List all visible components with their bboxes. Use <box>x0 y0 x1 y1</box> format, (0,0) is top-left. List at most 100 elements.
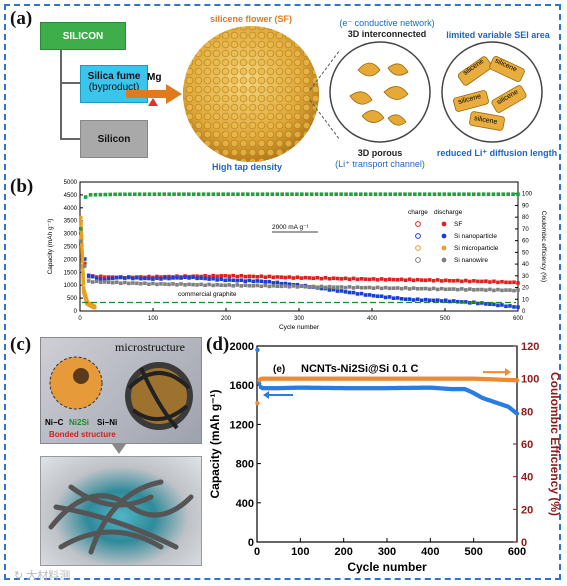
x-tick-label: 300 <box>378 546 396 558</box>
data-point <box>467 192 471 196</box>
data-point <box>142 192 147 197</box>
data-point <box>250 192 255 196</box>
data-point <box>492 302 496 307</box>
data-point <box>107 280 111 285</box>
data-point <box>472 279 476 283</box>
data-point <box>81 279 86 284</box>
data-point <box>387 286 392 291</box>
data-point <box>247 283 252 288</box>
series-si-nanowire <box>78 239 520 293</box>
data-point <box>94 279 99 284</box>
data-point <box>279 281 284 286</box>
data-point <box>206 192 211 196</box>
data-point <box>371 277 376 281</box>
legend-open-marker <box>415 257 421 263</box>
data-point <box>295 275 300 280</box>
data-point <box>347 290 352 295</box>
data-point <box>448 287 452 291</box>
data-point <box>403 278 408 282</box>
data-point <box>226 192 230 196</box>
data-point <box>343 285 348 290</box>
data-point <box>159 275 163 279</box>
x-axis-label: Cycle number <box>279 324 320 331</box>
data-point <box>435 298 440 302</box>
x-tick-label: 500 <box>440 316 451 322</box>
data-point <box>504 280 508 285</box>
inner-panel-label: (e) <box>273 364 285 375</box>
x-tick-label: 400 <box>421 546 439 558</box>
data-point <box>435 278 440 282</box>
data-point <box>111 276 115 281</box>
data-point <box>442 192 447 196</box>
data-point <box>514 378 520 383</box>
data-point <box>496 280 500 285</box>
data-point <box>351 276 356 281</box>
data-point <box>349 192 353 196</box>
data-point <box>223 278 227 283</box>
legend-header-charge: charge <box>408 209 428 216</box>
y-tick-label-right: 10 <box>522 297 529 303</box>
data-point <box>86 279 91 283</box>
x-tick-label: 200 <box>334 546 352 558</box>
data-point <box>82 261 87 266</box>
data-point <box>80 266 85 270</box>
data-point <box>283 284 288 288</box>
cycling-chart-d: 0 100 200 300 400 500 600040080012001600200002… <box>208 341 560 574</box>
data-point <box>259 279 264 284</box>
silicon-box: Silicon <box>80 120 148 158</box>
y-tick-label-left: 2000 <box>230 341 254 353</box>
data-point <box>399 277 404 282</box>
data-point <box>90 274 95 279</box>
y-tick-label-left: 1200 <box>230 419 254 431</box>
data-point <box>263 283 268 288</box>
data-point <box>291 284 296 288</box>
silicon-industry-label: SILICON INDUSTRY <box>58 31 109 70</box>
capacity-arrowhead-icon <box>263 391 269 399</box>
data-point <box>355 277 360 282</box>
data-point <box>81 286 86 290</box>
data-point <box>486 192 491 196</box>
data-point <box>231 192 235 196</box>
data-point <box>243 274 248 279</box>
data-point <box>128 192 132 197</box>
data-point <box>251 274 256 279</box>
data-point <box>367 285 372 290</box>
data-point <box>484 302 488 306</box>
data-point <box>201 192 206 196</box>
data-point <box>407 277 412 282</box>
data-point <box>81 272 85 277</box>
data-point <box>139 276 143 281</box>
figure-frame <box>4 4 561 580</box>
y-tick-label-left: 800 <box>236 459 254 471</box>
data-point <box>304 192 309 196</box>
data-point <box>371 293 376 298</box>
data-point <box>335 276 340 281</box>
graphite-label: commercial graphite <box>178 291 237 298</box>
data-point <box>171 276 175 280</box>
data-point <box>331 276 336 281</box>
data-point <box>235 283 239 287</box>
data-point <box>351 290 356 295</box>
data-point <box>307 276 312 280</box>
x-tick-label: 100 <box>291 546 309 558</box>
data-point <box>423 297 428 302</box>
data-point <box>419 298 424 303</box>
data-point <box>135 281 139 286</box>
data-point <box>388 192 393 196</box>
data-point <box>285 192 289 196</box>
data-point <box>183 283 187 287</box>
data-point <box>435 287 440 292</box>
data-point <box>255 283 260 288</box>
x-tick-label: 0 <box>78 316 82 322</box>
tree-branch-2 <box>60 138 80 140</box>
y-tick-label-right: 100 <box>521 374 539 386</box>
data-point <box>88 193 93 197</box>
data-point <box>127 275 131 280</box>
data-point <box>81 270 85 274</box>
data-point <box>358 192 363 196</box>
data-point <box>314 192 319 196</box>
data-point <box>456 287 460 292</box>
data-point <box>115 275 119 280</box>
data-point <box>199 276 203 280</box>
data-point <box>295 282 300 287</box>
